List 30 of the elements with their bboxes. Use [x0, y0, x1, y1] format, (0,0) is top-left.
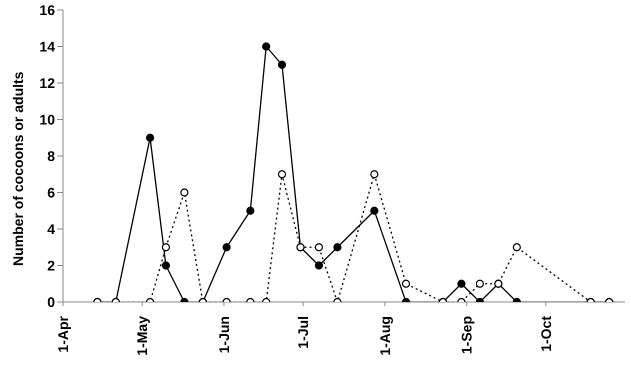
point [162, 243, 170, 252]
point [246, 206, 254, 215]
x-tick-label: 1-Sep [458, 316, 475, 354]
point [370, 206, 378, 215]
point [162, 261, 170, 270]
y-tick-label: 16 [39, 2, 56, 18]
point [180, 188, 188, 197]
x-tick-label: 1-Oct [538, 316, 554, 352]
y-tick-label: 0 [47, 294, 56, 310]
point [314, 243, 324, 252]
point [278, 170, 286, 178]
y-tick-label: 4 [47, 220, 56, 237]
point [512, 243, 521, 252]
x-tick-label: 1-Jul [295, 316, 312, 349]
point [370, 170, 378, 178]
point [333, 243, 342, 252]
x-tick-label: 1-May [134, 316, 150, 356]
point [222, 243, 231, 252]
x-tick-label: 1-Aug [376, 316, 393, 356]
point [146, 134, 154, 142]
y-tick-label: 10 [39, 111, 56, 128]
y-tick-label: 12 [39, 74, 56, 91]
y-tick-label: 6 [47, 184, 56, 200]
y-axis-title: Number of cocoons or adults [10, 71, 26, 266]
y-tick-label: 2 [47, 257, 56, 274]
y-tick-label: 8 [47, 148, 56, 164]
x-tick-label: 1-Apr [55, 315, 71, 353]
point [314, 261, 324, 270]
x-tick-label: 1-Jun [216, 316, 232, 354]
y-tick-label: 14 [39, 38, 56, 54]
